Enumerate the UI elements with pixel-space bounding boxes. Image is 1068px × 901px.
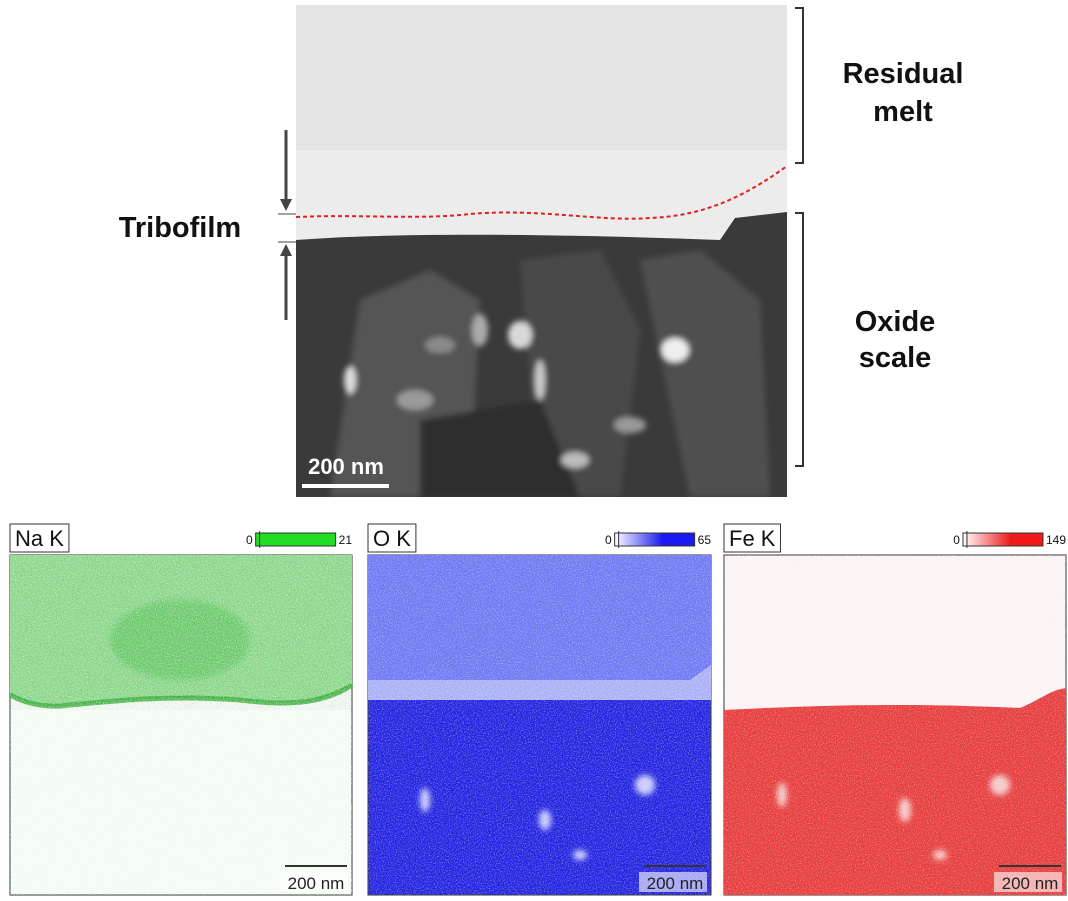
scale-bar-label: 200 nm [288, 874, 345, 893]
shape [397, 390, 433, 410]
colorbar-max: 21 [339, 533, 353, 547]
shape [330, 250, 770, 497]
shape [508, 321, 532, 349]
map-title: Fe K [729, 526, 776, 551]
shape [561, 452, 589, 468]
colorbar [963, 533, 1043, 546]
colorbar-min: 0 [953, 533, 960, 547]
label: Tribofilm [119, 212, 241, 244]
map-title: O K [373, 526, 411, 551]
scale-bar-label: 200 nm [308, 454, 384, 479]
label: Residual [843, 58, 964, 90]
scale-bar-label: 200 nm [1002, 874, 1059, 893]
shape [614, 417, 646, 433]
colorbar-min: 0 [605, 533, 612, 547]
bracket [795, 213, 803, 466]
shape [10, 555, 352, 710]
o-map [368, 555, 711, 895]
shape [535, 360, 545, 400]
colorbar [615, 533, 695, 546]
map-title: Na K [15, 526, 64, 551]
figure: 200 nm Residual melt Oxide scale Tribofi… [0, 0, 1068, 901]
colorbar [256, 533, 336, 546]
scale-bar-label: 200 nm [647, 874, 704, 893]
colorbar-max: 149 [1046, 533, 1066, 547]
shape [425, 337, 455, 353]
bracket [795, 8, 803, 163]
colorbar-max: 65 [698, 533, 712, 547]
shape [296, 150, 787, 240]
shape [472, 314, 488, 346]
body: 200 nm Residual melt Oxide scale Tribofi… [0, 0, 1068, 901]
shape [661, 338, 689, 362]
label: scale [859, 342, 932, 374]
shape [724, 555, 1066, 895]
fe-map [724, 555, 1066, 895]
na-map [10, 555, 352, 895]
label: Oxide [855, 306, 936, 338]
page: TEM and EDS maps {"micrograph": {"residu… [0, 0, 1068, 901]
label: melt [873, 96, 933, 128]
tem-image [296, 5, 787, 497]
shape [344, 366, 356, 394]
shape [368, 555, 711, 895]
colorbar-min: 0 [246, 533, 253, 547]
